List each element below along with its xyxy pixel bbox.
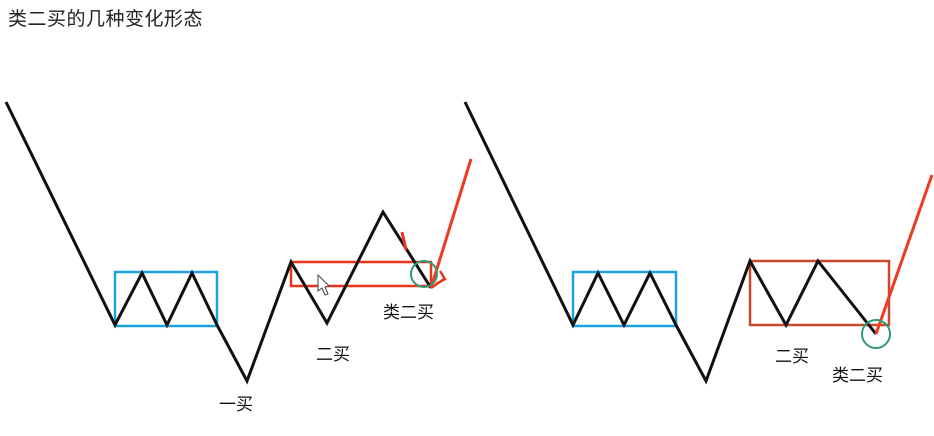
- left-second-pivot-box: [289, 260, 433, 288]
- class-second-buy-left-label: 类二买: [383, 303, 434, 323]
- left-price-line: [4, 101, 433, 385]
- right-pattern: 二买 类二买: [463, 101, 934, 386]
- left-pivot-box: [113, 270, 219, 328]
- right-second-pivot-box: [748, 259, 891, 327]
- right-pivot-box: [571, 270, 678, 328]
- cursor-arrow-icon: [317, 273, 330, 296]
- page-title: 类二买的几种变化形态: [8, 8, 204, 30]
- right-marker-circle: [861, 319, 891, 349]
- first-buy-label: 一买: [219, 395, 253, 415]
- left-red-arrow: [430, 270, 447, 290]
- right-price-line: [463, 101, 878, 385]
- left-pattern: 一买 二买 类二买: [4, 101, 473, 415]
- left-marker-circle: [410, 260, 438, 288]
- second-buy-right-label: 二买: [775, 347, 809, 367]
- second-buy-left-label: 二买: [316, 345, 350, 365]
- class-second-buy-right-label: 类二买: [832, 366, 883, 386]
- left-red-tick: [400, 231, 408, 251]
- right-breakout-line: [874, 174, 934, 335]
- left-breakout-line: [429, 158, 473, 289]
